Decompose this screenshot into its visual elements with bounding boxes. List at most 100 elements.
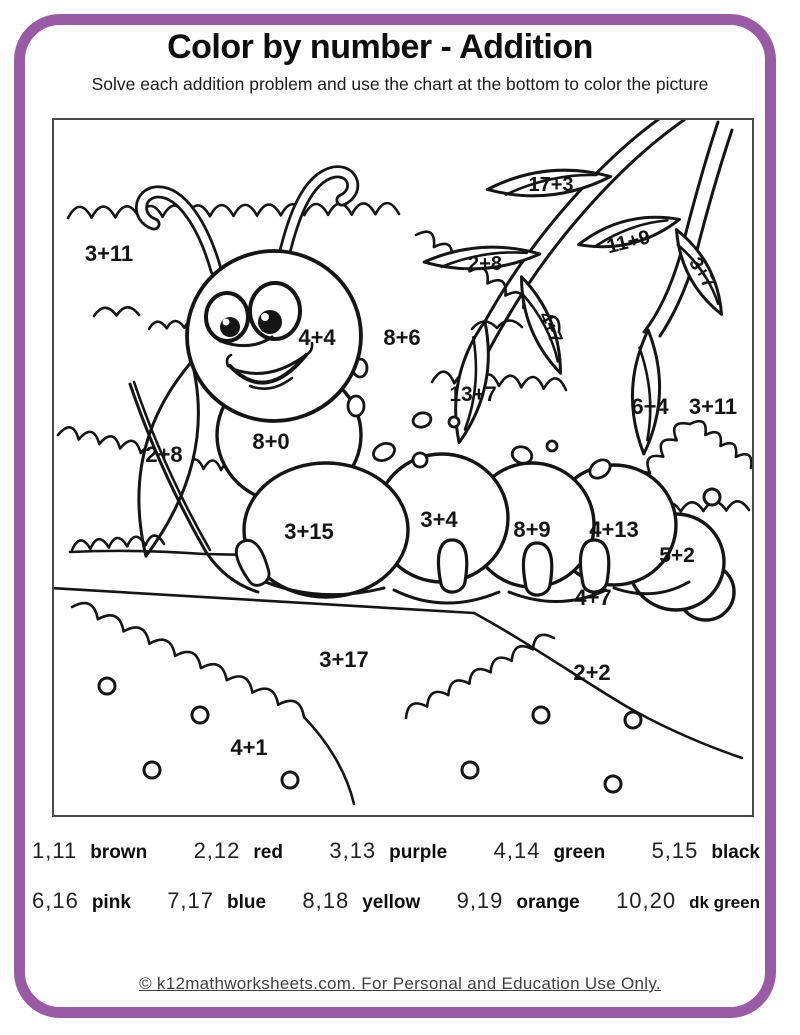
problem-label: 2+2: [573, 660, 610, 685]
pebble: [623, 710, 643, 730]
mound-edge: [302, 715, 356, 806]
picture-frame: 3+11 17+3 2+8 11+9 3+7 4+7 4+4 8+6 13+7 …: [48, 112, 754, 817]
caterpillar-illustration: 3+11 17+3 2+8 11+9 3+7 4+7 4+4 8+6 13+7 …: [48, 112, 753, 806]
mouth: [228, 353, 308, 385]
belly-line: [507, 588, 608, 604]
key-color-name: green: [553, 842, 606, 863]
leaf: [631, 328, 661, 456]
spot: [411, 451, 429, 469]
problem-label: 4+7: [574, 585, 611, 610]
key-cell: 5,15 black: [652, 838, 760, 864]
pupil: [220, 317, 240, 337]
key-cell: 9,19 orange: [457, 888, 580, 914]
problem-label: 3+11: [689, 394, 737, 419]
foot: [578, 538, 611, 594]
leaf: [137, 359, 200, 558]
key-numbers: 1,11: [32, 838, 78, 863]
leaf: [454, 319, 490, 445]
key-cell: 3,13 purple: [329, 838, 447, 864]
mouth-corner: [225, 353, 233, 368]
pebble: [280, 770, 300, 790]
key-cell: 8,18 yellow: [302, 888, 420, 914]
pebble: [142, 760, 162, 780]
spot: [346, 394, 366, 418]
problem-label: 2+8: [145, 442, 182, 467]
mound-edge: [70, 601, 306, 719]
key-color-name: blue: [227, 892, 267, 913]
leaf-stem: [128, 382, 260, 594]
key-color-name: dk green: [689, 893, 760, 912]
key-color-name: brown: [90, 842, 148, 863]
spot: [447, 415, 461, 429]
key-numbers: 3,13: [329, 838, 377, 863]
problem-label: 3+4: [420, 507, 458, 532]
problem-label: 4+4: [298, 325, 336, 350]
page-subtitle: Solve each addition problem and use the …: [91, 74, 709, 94]
path-edge-curve: [472, 611, 744, 760]
key-numbers: 5,15: [651, 838, 699, 863]
eye-highlight: [261, 313, 269, 321]
problem-label: 6+4: [631, 394, 669, 419]
mouth-top: [231, 355, 305, 375]
key-numbers: 8,18: [302, 888, 350, 913]
problem-label: 8+9: [513, 517, 550, 542]
spot: [411, 411, 433, 429]
leaf: [485, 168, 613, 198]
problem-label: 3+17: [319, 647, 369, 672]
eye-highlight: [222, 318, 230, 326]
key-numbers: 9,19: [456, 888, 504, 913]
leaf: [674, 228, 724, 316]
foot: [234, 539, 271, 587]
spot: [545, 439, 559, 453]
pebble: [531, 705, 551, 725]
key-color-name: pink: [91, 892, 131, 913]
tongue: [248, 376, 294, 390]
pebble: [702, 487, 722, 507]
pebble: [97, 676, 117, 696]
footer: © k12mathworksheets.com. For Personal an…: [0, 974, 800, 994]
footer-link[interactable]: © k12mathworksheets.com. For Personal an…: [139, 974, 661, 993]
key-cell: 6,16 pink: [32, 888, 131, 914]
belly-line: [392, 588, 501, 605]
bush-outline: [430, 370, 568, 392]
key-numbers: 2,12: [193, 838, 241, 863]
foot: [521, 541, 554, 597]
snout-line: [218, 335, 274, 348]
problem-label: 13+7: [449, 383, 496, 406]
path-edge: [48, 586, 476, 615]
page-title: Color by number - Addition: [167, 28, 593, 66]
ground-bumps: [70, 534, 166, 552]
key-cell: 2,12 red: [194, 838, 283, 864]
problem-label: 17+3: [528, 174, 573, 196]
key-color-name: yellow: [362, 892, 421, 913]
leaf: [422, 245, 542, 271]
mouth-corner: [304, 341, 314, 357]
key-numbers: 4,14: [493, 838, 541, 863]
bush-outline: [66, 201, 401, 220]
color-key-row-1: 1,11 brown 2,12 red 3,13 purple 4,14 gre…: [32, 838, 760, 864]
bush-outline: [470, 319, 524, 331]
ground-line: [68, 549, 348, 559]
key-color-name: red: [253, 842, 283, 863]
antenna: [137, 188, 220, 274]
problem-label: 4+13: [589, 517, 639, 542]
key-color-name: orange: [516, 892, 580, 913]
spot: [588, 458, 612, 480]
key-cell: 7,17 blue: [167, 888, 266, 914]
bush-outline: [688, 419, 753, 470]
mound-edge: [404, 633, 556, 720]
problem-label: 3+15: [284, 519, 334, 544]
bush-outline: [92, 305, 141, 318]
spot: [510, 445, 534, 465]
key-color-name: purple: [389, 842, 448, 863]
spot: [372, 441, 396, 463]
problem-label: 5+2: [659, 544, 695, 567]
problem-label: 3+11: [85, 241, 133, 266]
leaf: [520, 275, 562, 375]
color-key-row-2: 6,16 pink 7,17 blue 8,18 yellow 9,19 ora…: [32, 888, 760, 914]
leaf: [577, 215, 681, 249]
key-cell: 4,14 green: [494, 838, 606, 864]
key-numbers: 10,20: [616, 888, 677, 913]
foot: [436, 538, 469, 594]
